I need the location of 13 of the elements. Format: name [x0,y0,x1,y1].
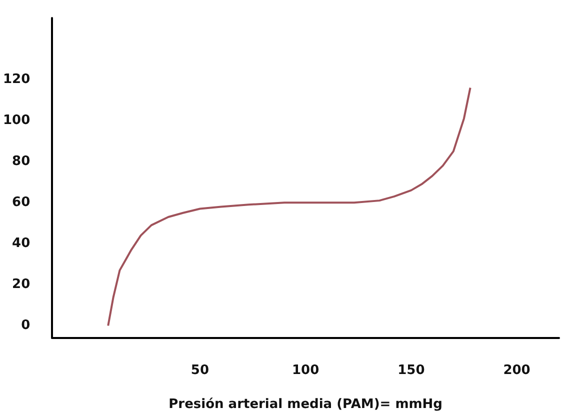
y-tick-label: 120 [2,72,30,88]
x-tick-label: 100 [292,363,320,378]
y-tick-label: 60 [12,195,30,210]
y-tick-label: 0 [21,318,30,334]
x-tick-label: 50 [190,363,210,378]
y-tick-label: 100 [2,113,30,128]
y-tick-label: 40 [12,236,30,252]
y-tick-label: 80 [12,154,30,170]
y-tick-label: 20 [12,277,30,292]
line-series [107,86,472,327]
x-tick-label: 150 [398,363,425,378]
x-axis-title: Presión arterial media (PAM)= mmHg [168,397,442,412]
x-tick-label: 200 [503,363,530,378]
